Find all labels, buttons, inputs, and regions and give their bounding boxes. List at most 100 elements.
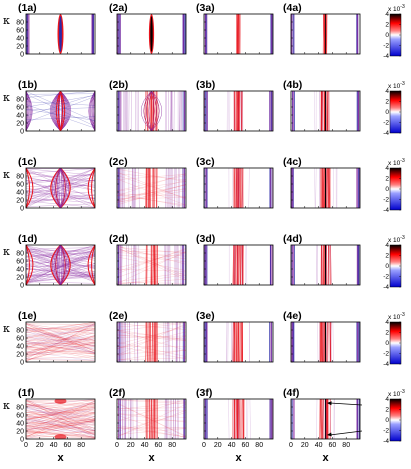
field-hatch: [26, 180, 95, 206]
colorbar-tick-label: -4: [383, 130, 389, 137]
field-hatch: [26, 96, 95, 123]
field-hatch: [26, 402, 95, 429]
field-hatch: [26, 413, 95, 427]
core-band: [54, 434, 67, 439]
field-stroke: [145, 399, 147, 439]
field-stroke: [228, 399, 230, 439]
field-hatch: [26, 341, 95, 354]
field-curve: [26, 91, 29, 131]
field-hatch: [26, 424, 95, 428]
y-tick-label: 80: [16, 404, 24, 411]
field-hatch: [117, 428, 186, 435]
field-stroke: [233, 91, 235, 131]
x-tick-label: 40: [141, 442, 149, 449]
field-curve: [90, 91, 95, 131]
field-stroke: [238, 168, 240, 208]
field-hatch: [26, 342, 95, 349]
y-axis-label: κ: [3, 399, 10, 412]
field-hatch: [26, 404, 95, 420]
field-stroke: [129, 399, 132, 439]
x-tick-label: 60: [242, 442, 250, 449]
panel-label: (3c): [196, 156, 215, 168]
field-hatch: [26, 350, 95, 353]
field-stroke: [232, 322, 234, 362]
field-hatch: [26, 399, 95, 430]
field-hatch: [26, 406, 95, 430]
field-hatch: [26, 408, 95, 420]
field-hatch: [26, 252, 95, 282]
panel-frame: [25, 167, 96, 209]
field-hatch: [26, 400, 95, 436]
field-stroke: [320, 322, 323, 362]
field-hatch: [26, 191, 95, 196]
arrow-head: [326, 432, 332, 437]
field-hatch: [26, 326, 95, 352]
field-stroke: [125, 399, 127, 439]
x-tick-label: 80: [77, 442, 85, 449]
field-curve: [88, 91, 95, 131]
field-hatch: [26, 188, 95, 199]
field-stroke: [151, 245, 153, 285]
field-hatch: [117, 323, 186, 331]
field-hatch: [26, 341, 95, 354]
panel-label: (1c): [18, 156, 37, 168]
field-stroke: [175, 399, 177, 439]
field-stroke: [124, 322, 127, 362]
field-stroke: [238, 91, 240, 131]
field-hatch: [26, 93, 95, 127]
field-hatch: [26, 259, 95, 279]
field-curve: [146, 91, 157, 131]
panel-label: (3e): [196, 310, 215, 322]
field-hatch: [26, 245, 95, 259]
panel-field: [204, 14, 273, 54]
field-stroke: [175, 322, 177, 362]
field-hatch: [26, 249, 95, 253]
field-hatch: [26, 250, 95, 269]
field-hatch: [26, 334, 95, 362]
field-hatch: [26, 324, 95, 352]
field-hatch: [26, 328, 95, 356]
field-hatch: [117, 419, 186, 422]
panel-frame: [116, 321, 187, 363]
field-stroke: [314, 168, 316, 208]
field-hatch: [26, 252, 95, 283]
field-stroke: [174, 168, 176, 208]
panel-label: (2d): [109, 233, 128, 245]
field-hatch: [117, 402, 186, 410]
field-stroke: [146, 245, 148, 285]
panel-4f: (4f) 0 20 40 60 80 x: [283, 387, 363, 464]
field-curve: [26, 91, 32, 131]
field-hatch: [26, 203, 95, 207]
panel-frame: [290, 244, 361, 286]
field-hatch: [117, 247, 186, 276]
panel-label: (1d): [18, 233, 37, 245]
field-curve: [50, 91, 71, 131]
field-stroke: [147, 322, 149, 362]
field-hatch: [26, 332, 95, 348]
panel-field: [291, 168, 360, 208]
panel-frame: [25, 90, 96, 132]
panel-3f: (3f) 0 20 40 60 80 x: [196, 387, 274, 464]
field-hatch: [117, 188, 186, 203]
field-hatch: [26, 334, 95, 342]
y-tick-label: 60: [16, 335, 24, 342]
field-stroke: [132, 168, 134, 208]
field-stroke: [126, 322, 129, 362]
field-stroke: [166, 322, 168, 362]
field-hatch: [26, 247, 95, 258]
field-hatch: [26, 267, 95, 278]
field-hatch: [26, 404, 95, 413]
field-hatch: [26, 401, 95, 425]
field-hatch: [117, 175, 186, 199]
field-stroke: [325, 245, 327, 285]
field-hatch: [117, 334, 186, 342]
colorbar-tick-label: 2: [385, 22, 389, 29]
field-hatch: [26, 324, 95, 339]
field-hatch: [117, 399, 186, 422]
field-stroke: [125, 91, 127, 131]
field-hatch: [117, 181, 186, 192]
field-hatch: [26, 116, 95, 120]
panel-frame: [25, 321, 96, 363]
field-stroke: [238, 168, 240, 208]
